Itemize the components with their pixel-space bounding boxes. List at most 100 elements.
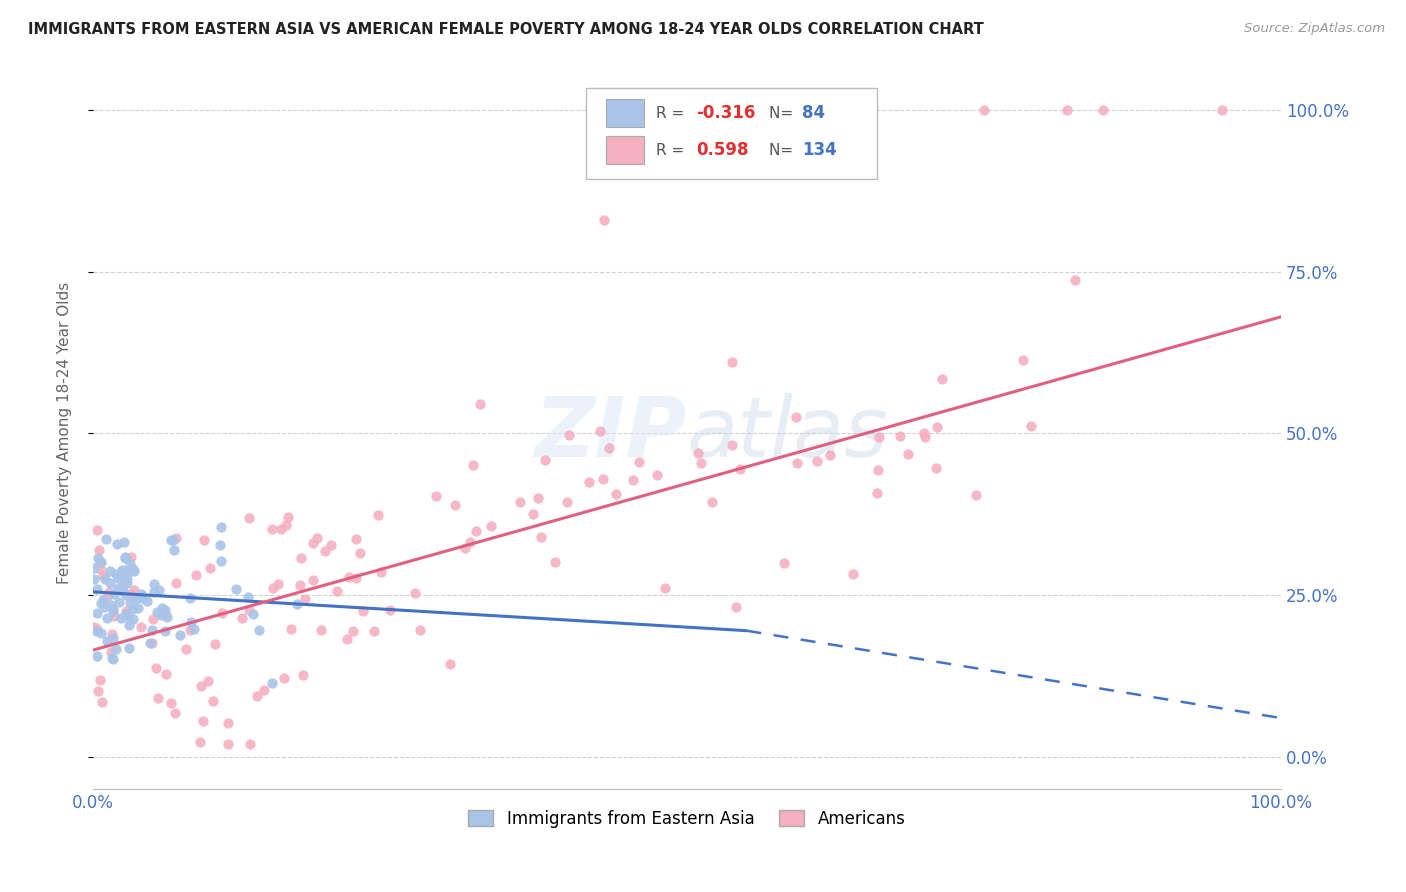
Text: IMMIGRANTS FROM EASTERN ASIA VS AMERICAN FEMALE POVERTY AMONG 18-24 YEAR OLDS CO: IMMIGRANTS FROM EASTERN ASIA VS AMERICAN…: [28, 22, 984, 37]
Point: [866, 486, 889, 500]
Point: [367, 508, 389, 523]
Point: [165, 706, 187, 720]
Legend: Immigrants from Eastern Asia, Americans: Immigrants from Eastern Asia, Americans: [461, 803, 912, 834]
Point: [352, 604, 374, 618]
Point: [89, 673, 111, 687]
Point: [155, 603, 177, 617]
Point: [141, 636, 163, 650]
Point: [262, 582, 284, 596]
Point: [165, 532, 187, 546]
Point: [111, 571, 134, 585]
Point: [98, 576, 121, 591]
Point: [231, 611, 253, 625]
Point: [97, 585, 120, 599]
Point: [114, 565, 136, 579]
Point: [90, 596, 112, 610]
Point: [912, 426, 935, 441]
Point: [700, 495, 723, 509]
Point: [105, 567, 128, 582]
Point: [183, 622, 205, 636]
Point: [209, 519, 232, 533]
Text: N=: N=: [769, 143, 799, 158]
Point: [868, 430, 890, 444]
Point: [291, 668, 314, 682]
Point: [163, 543, 186, 558]
Point: [530, 529, 553, 543]
Point: [326, 584, 349, 599]
Point: [217, 715, 239, 730]
Point: [925, 460, 948, 475]
Point: [1064, 273, 1087, 287]
Point: [592, 472, 614, 486]
Point: [127, 600, 149, 615]
Point: [124, 564, 146, 578]
Point: [103, 609, 125, 624]
Point: [785, 409, 807, 424]
Point: [114, 549, 136, 564]
Point: [236, 590, 259, 604]
Point: [460, 534, 482, 549]
Point: [1019, 419, 1042, 434]
Point: [897, 447, 920, 461]
Point: [806, 453, 828, 467]
Point: [211, 607, 233, 621]
Text: 84: 84: [803, 104, 825, 122]
Point: [842, 567, 865, 582]
Point: [112, 535, 135, 549]
Point: [342, 624, 364, 638]
Point: [208, 538, 231, 552]
Point: [145, 605, 167, 619]
Point: [101, 651, 124, 665]
Point: [290, 578, 312, 592]
Point: [463, 458, 485, 472]
Point: [454, 541, 477, 555]
Point: [145, 661, 167, 675]
Point: [190, 734, 212, 748]
Point: [160, 533, 183, 547]
Point: [93, 600, 115, 615]
Point: [118, 558, 141, 572]
Point: [112, 579, 135, 593]
Point: [143, 584, 166, 599]
Point: [117, 618, 139, 632]
Point: [111, 583, 134, 598]
Point: [90, 564, 112, 578]
Point: [522, 507, 544, 521]
Y-axis label: Female Poverty Among 18-24 Year Olds: Female Poverty Among 18-24 Year Olds: [58, 282, 72, 584]
Point: [307, 531, 329, 545]
Point: [87, 684, 110, 698]
Point: [150, 600, 173, 615]
Point: [302, 573, 325, 587]
Point: [866, 462, 889, 476]
Point: [107, 582, 129, 596]
Point: [94, 532, 117, 546]
Point: [370, 565, 392, 579]
Point: [121, 562, 143, 576]
Point: [89, 556, 111, 570]
Point: [115, 607, 138, 621]
Point: [688, 446, 710, 460]
Point: [965, 488, 987, 502]
Point: [101, 627, 124, 641]
Point: [96, 610, 118, 624]
Point: [159, 697, 181, 711]
Point: [197, 674, 219, 689]
Point: [153, 606, 176, 620]
Point: [91, 593, 114, 607]
Point: [198, 561, 221, 575]
Point: [346, 532, 368, 546]
Point: [204, 637, 226, 651]
Point: [1091, 103, 1114, 117]
Point: [90, 555, 112, 569]
Point: [83, 561, 105, 575]
Point: [124, 591, 146, 606]
Point: [927, 420, 949, 434]
Point: [120, 549, 142, 564]
Point: [141, 623, 163, 637]
Point: [558, 428, 581, 442]
Point: [443, 499, 465, 513]
FancyBboxPatch shape: [606, 99, 644, 128]
Point: [217, 737, 239, 751]
Point: [728, 462, 751, 476]
Point: [141, 612, 163, 626]
